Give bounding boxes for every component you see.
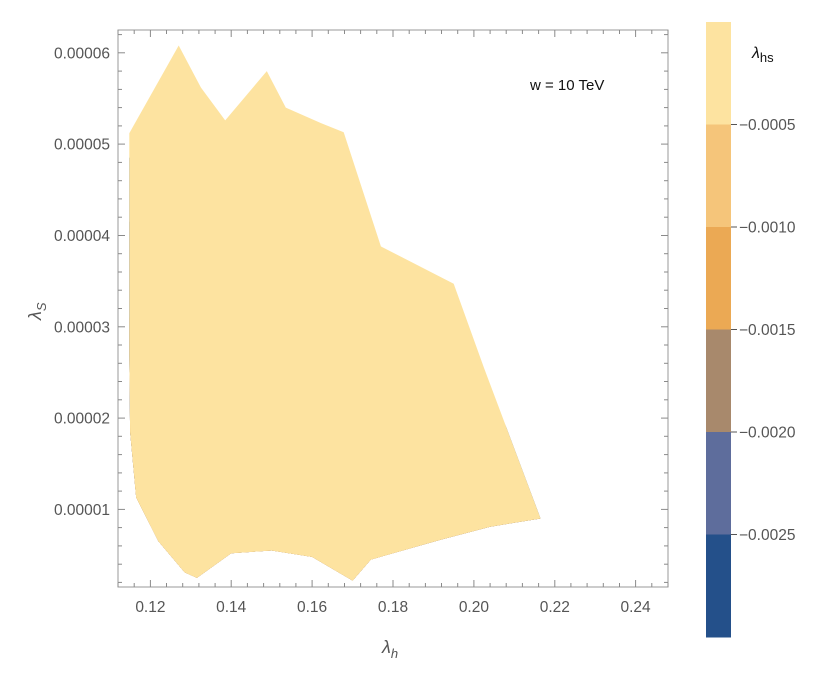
colorbar-swatch <box>706 124 731 228</box>
x-tick-label: 0.22 <box>540 599 570 616</box>
x-tick-label: 0.12 <box>135 599 165 616</box>
annotation-text: w = 10 TeV <box>529 77 604 94</box>
colorbar-swatch <box>706 534 731 638</box>
colorbar-swatch <box>706 329 731 433</box>
colorbar-swatch <box>706 432 731 535</box>
y-tick-label: 0.00004 <box>54 228 110 245</box>
y-tick-label: 0.00006 <box>54 45 110 62</box>
colorbar-title: λhs <box>751 45 774 65</box>
x-tick-label: 0.14 <box>216 599 247 616</box>
colorbar-swatch <box>706 22 731 125</box>
x-tick-label: 0.20 <box>459 599 490 616</box>
x-tick-label: 0.16 <box>297 599 327 616</box>
colorbar: −0.0005 −0.0010 −0.0015 −0.0020 −0.0025 <box>706 22 796 638</box>
colorbar-tick-label: −0.0010 <box>739 220 796 237</box>
y-axis-label: λS <box>25 302 49 321</box>
x-tick-label: 0.24 <box>621 599 652 616</box>
axis-ticks <box>117 30 669 587</box>
colorbar-tick-label: −0.0015 <box>739 322 795 339</box>
tick-labels: 0.12 0.14 0.16 0.18 0.20 0.22 0.24 0.00001 0.000… <box>54 45 651 616</box>
y-tick-label: 0.00002 <box>54 411 110 428</box>
colorbar-swatch <box>706 227 731 330</box>
y-tick-label: 0.00001 <box>54 502 110 519</box>
x-tick-label: 0.18 <box>378 599 408 616</box>
y-tick-label: 0.00003 <box>54 319 110 336</box>
colorbar-tick-label: −0.0025 <box>739 527 795 544</box>
colorbar-tick-label: −0.0020 <box>739 425 796 442</box>
x-axis-label: λh <box>381 637 398 661</box>
colorbar-tick-label: −0.0005 <box>739 117 795 134</box>
y-tick-label: 0.00005 <box>54 137 110 154</box>
